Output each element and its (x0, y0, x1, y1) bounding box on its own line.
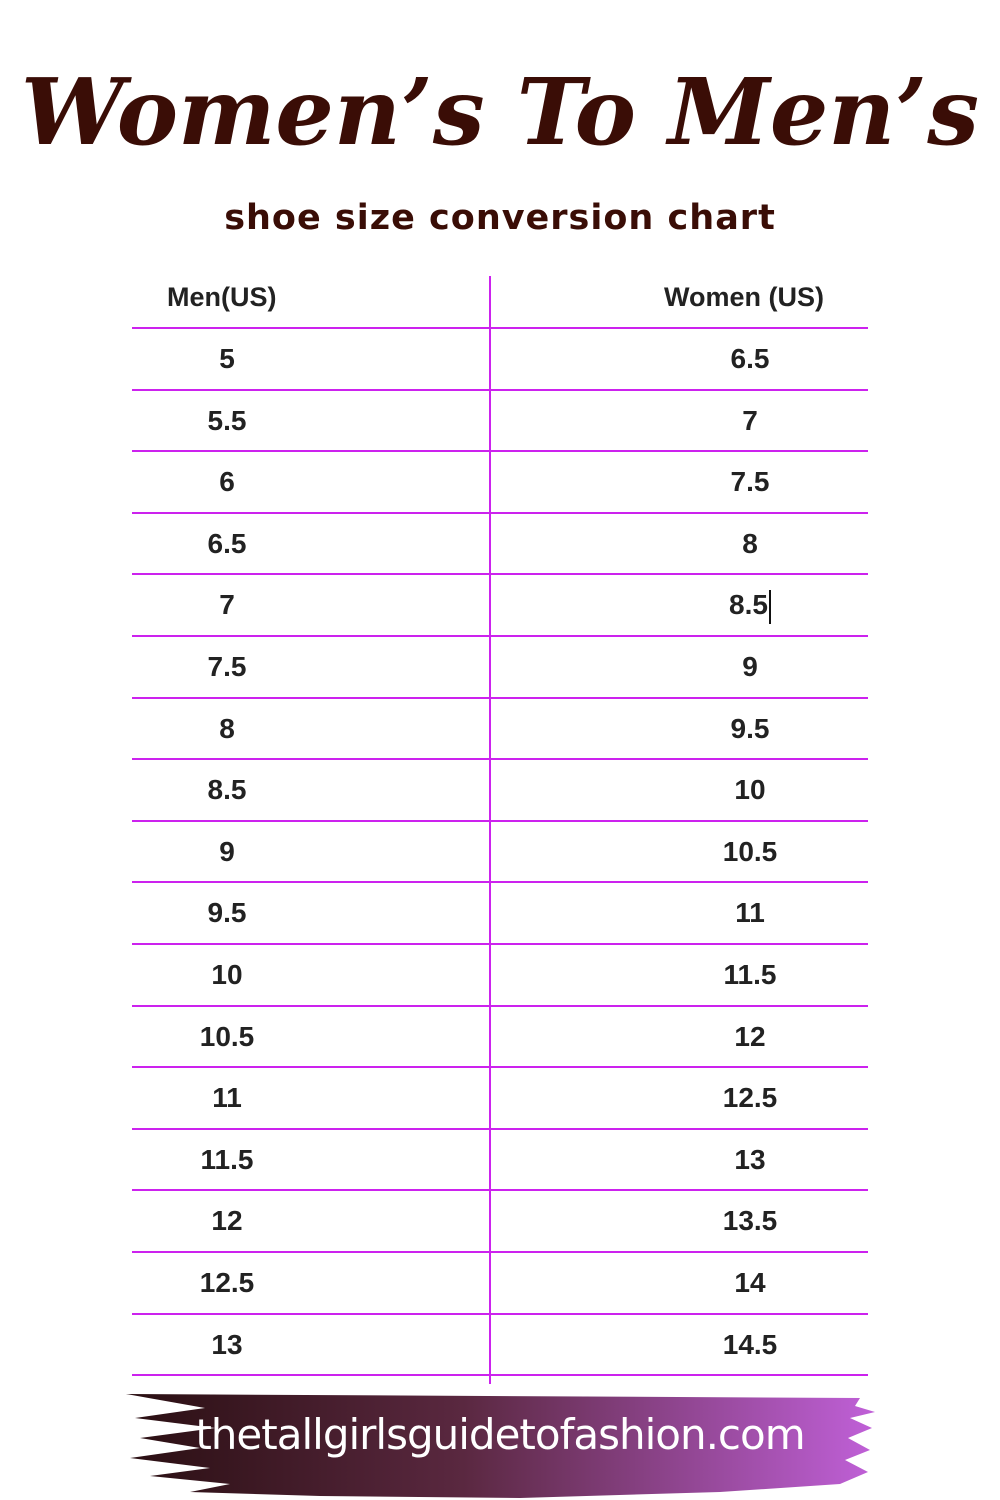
women-size-cell: 7.5 (730, 466, 770, 498)
men-size-cell: 5 (219, 343, 235, 374)
text-cursor-icon (768, 590, 771, 624)
women-size-cell: 7 (742, 404, 758, 436)
men-size-cell: 9 (219, 835, 235, 867)
column-divider (489, 276, 491, 1384)
row-divider (132, 1251, 868, 1253)
men-size-cell: 9.5 (207, 897, 247, 929)
men-size-cell: 5.5 (207, 404, 247, 436)
row-divider (132, 943, 868, 945)
row-divider (132, 881, 868, 884)
row-divider (132, 573, 868, 576)
men-size-cell: 10.5 (199, 1020, 255, 1052)
women-size-cell: 11.5 (723, 959, 777, 990)
men-size-cell: 6 (219, 466, 235, 498)
men-size-cell: 10 (211, 959, 243, 990)
women-size-cell: 9.5 (730, 712, 770, 744)
men-size-cell: 12.5 (199, 1267, 255, 1298)
women-size-cell: 14 (734, 1267, 766, 1298)
website-url[interactable]: thetallgirlsguidetofashion.com (195, 1410, 805, 1459)
row-divider (132, 635, 868, 637)
row-divider (132, 1374, 868, 1377)
women-size-cell: 12 (734, 1020, 766, 1052)
men-size-cell: 6.5 (207, 527, 247, 559)
women-size-cell: 13 (734, 1143, 766, 1175)
women-size-cell: 6.5 (730, 343, 770, 374)
women-size-cell: 11 (735, 897, 765, 929)
page-title: Women’s To Men’s (20, 58, 980, 166)
page-subtitle: shoe size conversion chart (224, 198, 776, 238)
row-divider (132, 819, 868, 822)
row-divider (132, 450, 868, 453)
row-divider (132, 1189, 868, 1192)
men-size-cell: 13 (211, 1328, 243, 1360)
header-men: Men(US) (167, 282, 277, 312)
women-size-cell: 12.5 (722, 1082, 778, 1114)
brush-stroke-banner (126, 1394, 875, 1498)
row-divider (132, 1004, 868, 1007)
row-divider (132, 1127, 868, 1130)
row-divider (132, 1066, 868, 1069)
women-size-cell: 8 (742, 527, 758, 559)
women-size-cell: 8.5 (690, 589, 810, 624)
size-conversion-table: Men(US) Women (US) 5 6.5 5.5 7 6 7.5 6.5 8 7 8.5 7… (132, 276, 868, 1384)
men-size-cell: 7.5 (207, 651, 247, 682)
men-size-cell: 11 (212, 1082, 242, 1114)
row-divider (132, 1312, 868, 1315)
women-size-cell: 13.5 (722, 1205, 778, 1237)
women-size-cell: 10 (734, 774, 766, 806)
header-women: Women (US) (664, 282, 824, 312)
men-size-cell: 8.5 (207, 774, 247, 806)
row-divider (132, 758, 868, 761)
header-divider (132, 327, 868, 329)
men-size-cell: 8 (219, 712, 235, 744)
women-size-cell: 14.5 (722, 1328, 778, 1360)
row-divider (132, 696, 868, 699)
women-size-cell: 10.5 (722, 835, 778, 867)
men-size-cell: 12 (211, 1205, 243, 1237)
men-size-cell: 7 (219, 589, 235, 621)
row-divider (132, 388, 868, 391)
women-size-cell: 9 (742, 651, 758, 682)
men-size-cell: 11.5 (200, 1143, 254, 1175)
row-divider (132, 511, 868, 514)
